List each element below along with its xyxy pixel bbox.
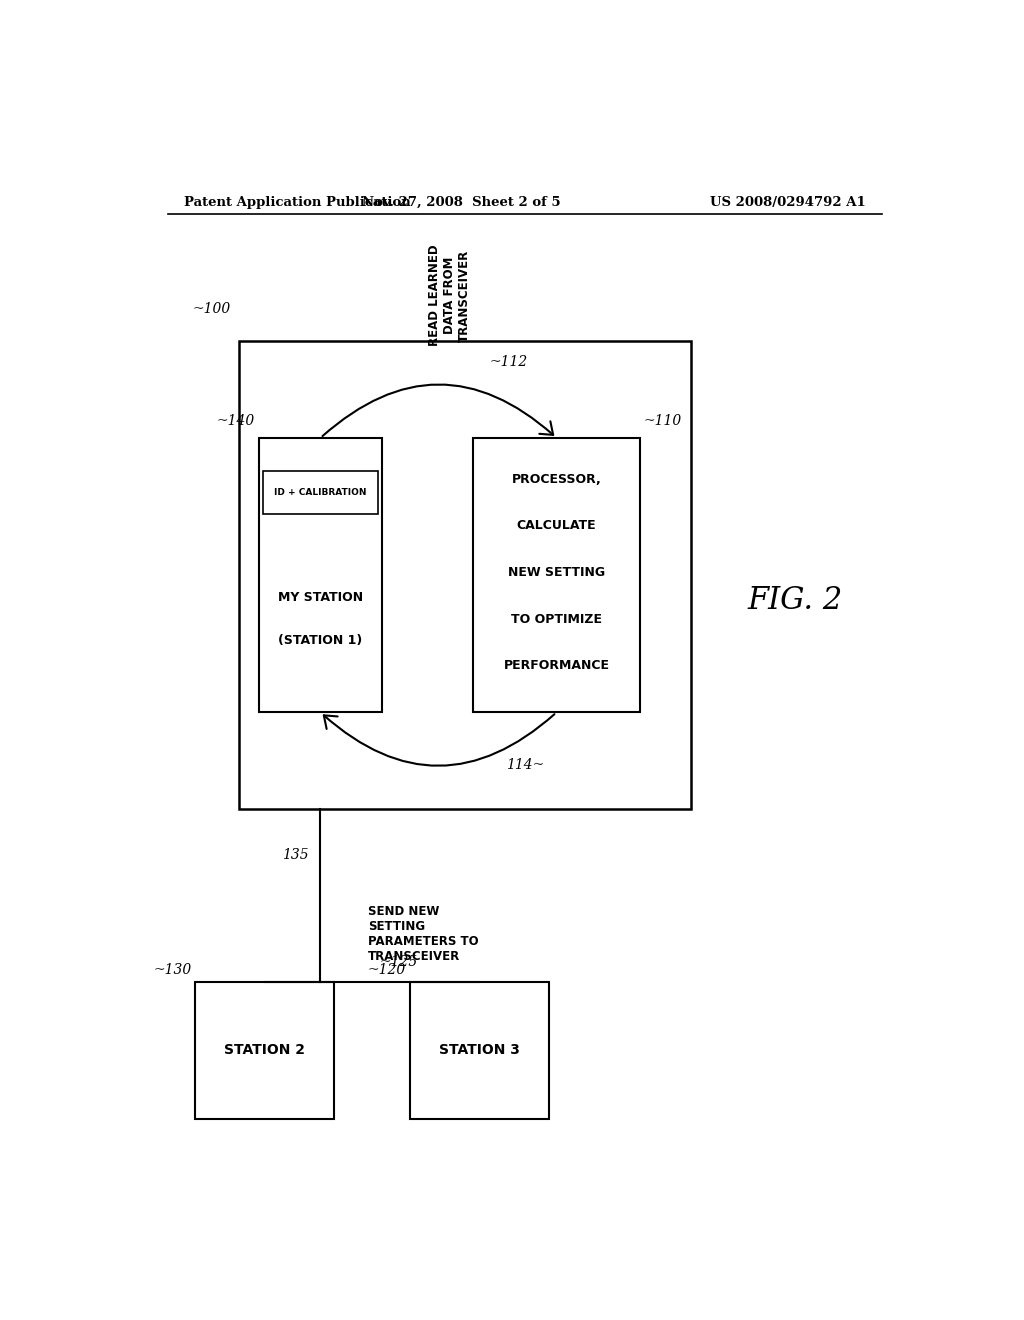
Text: NEW SETTING: NEW SETTING (508, 566, 605, 579)
Text: Nov. 27, 2008  Sheet 2 of 5: Nov. 27, 2008 Sheet 2 of 5 (362, 195, 560, 209)
Bar (473, 438, 640, 713)
Text: CALCULATE: CALCULATE (517, 519, 596, 532)
Bar (259, 438, 382, 713)
Text: ~140: ~140 (217, 413, 255, 428)
Text: (STATION 1): (STATION 1) (279, 635, 362, 648)
Text: STATION 3: STATION 3 (438, 1043, 519, 1057)
Text: STATION 2: STATION 2 (224, 1043, 305, 1057)
FancyArrowPatch shape (324, 714, 554, 766)
Bar (196, 982, 334, 1119)
Text: SEND NEW
SETTING
PARAMETERS TO
TRANSCEIVER: SEND NEW SETTING PARAMETERS TO TRANSCEIV… (368, 906, 478, 964)
Text: ID + CALIBRATION: ID + CALIBRATION (274, 488, 367, 498)
Text: FIG. 2: FIG. 2 (746, 585, 843, 616)
Text: PROCESSOR,: PROCESSOR, (512, 473, 601, 486)
Bar (240, 342, 691, 809)
Text: ~110: ~110 (644, 413, 682, 428)
Text: READ LEARNED
DATA FROM
TRANSCEIVER: READ LEARNED DATA FROM TRANSCEIVER (428, 244, 471, 346)
Bar (263, 471, 378, 515)
Text: PERFORMANCE: PERFORMANCE (504, 659, 609, 672)
Bar (410, 982, 549, 1119)
Text: 135: 135 (282, 847, 308, 862)
Text: ~120: ~120 (368, 962, 406, 977)
Text: TO OPTIMIZE: TO OPTIMIZE (511, 612, 602, 626)
Text: ~112: ~112 (489, 355, 527, 368)
Text: MY STATION: MY STATION (278, 590, 364, 603)
Text: US 2008/0294792 A1: US 2008/0294792 A1 (711, 195, 866, 209)
Text: Patent Application Publication: Patent Application Publication (183, 195, 411, 209)
Text: 114~: 114~ (506, 758, 544, 772)
FancyArrowPatch shape (323, 384, 553, 436)
Text: ~125: ~125 (380, 956, 418, 969)
Text: ~130: ~130 (154, 962, 191, 977)
Text: ~100: ~100 (193, 302, 231, 315)
